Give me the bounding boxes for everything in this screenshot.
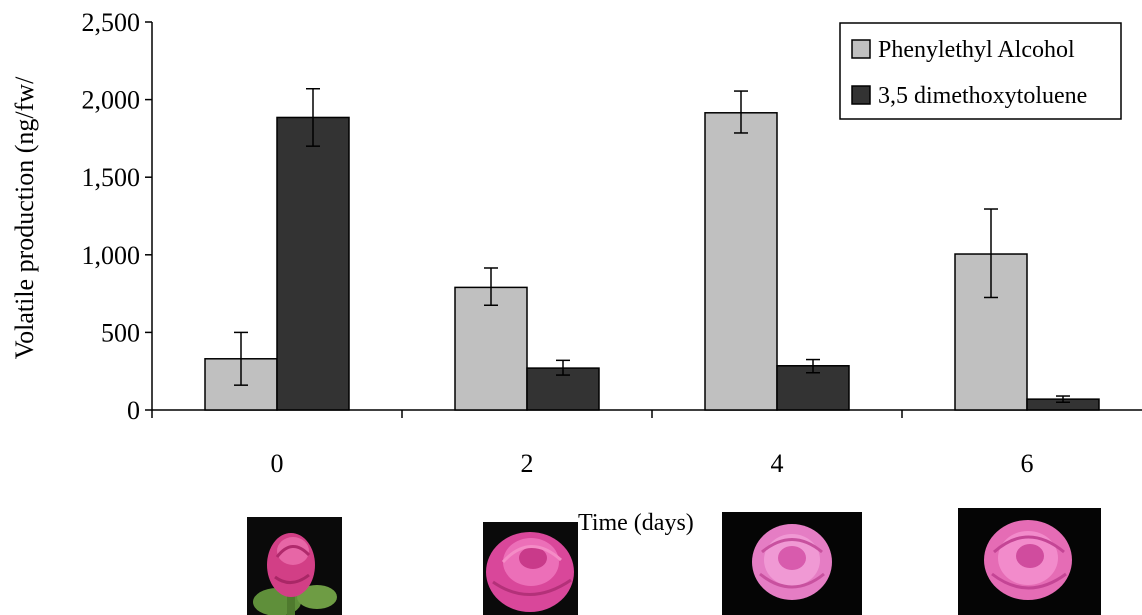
bar (276, 116, 350, 411)
y-tick-label: 0 (127, 396, 140, 425)
rose-photo-day-2 (483, 522, 578, 615)
y-tick-label: 500 (101, 318, 140, 347)
x-tick-label: 2 (521, 449, 534, 478)
legend-label-dimethoxytoluene: 3,5 dimethoxytoluene (878, 83, 1087, 109)
x-tick-label: 0 (271, 449, 284, 478)
x-tick-label: 6 (1021, 449, 1034, 478)
y-tick-label: 2,500 (82, 8, 141, 37)
legend-label-phenylethyl-alcohol: Phenylethyl Alcohol (878, 37, 1075, 63)
bars (204, 112, 1100, 411)
y-tick-label: 1,500 (82, 163, 141, 192)
y-tick-label: 1,000 (82, 241, 141, 270)
rose-photo-day-4 (722, 512, 862, 615)
legend: Phenylethyl Alcohol 3,5 dimethoxytoluene (839, 22, 1122, 120)
error-bars (234, 87, 1070, 403)
tick-labels: 0 500 1,000 1,500 2,000 2,500 0 2 4 6 (82, 8, 1034, 478)
y-axis-label: Volatile production (ng/fw/ (10, 76, 39, 359)
x-tick-label: 4 (771, 449, 784, 478)
rose-photo-day-6 (958, 508, 1101, 615)
y-tick-label: 2,000 (82, 86, 141, 115)
x-axis-label: Time (days) (578, 510, 694, 536)
legend-box (839, 22, 1122, 120)
legend-swatch-phenylethyl-alcohol (851, 39, 871, 59)
rose-photo-day-0 (247, 517, 342, 615)
legend-swatch-dimethoxytoluene (851, 85, 871, 105)
bar (704, 112, 778, 411)
